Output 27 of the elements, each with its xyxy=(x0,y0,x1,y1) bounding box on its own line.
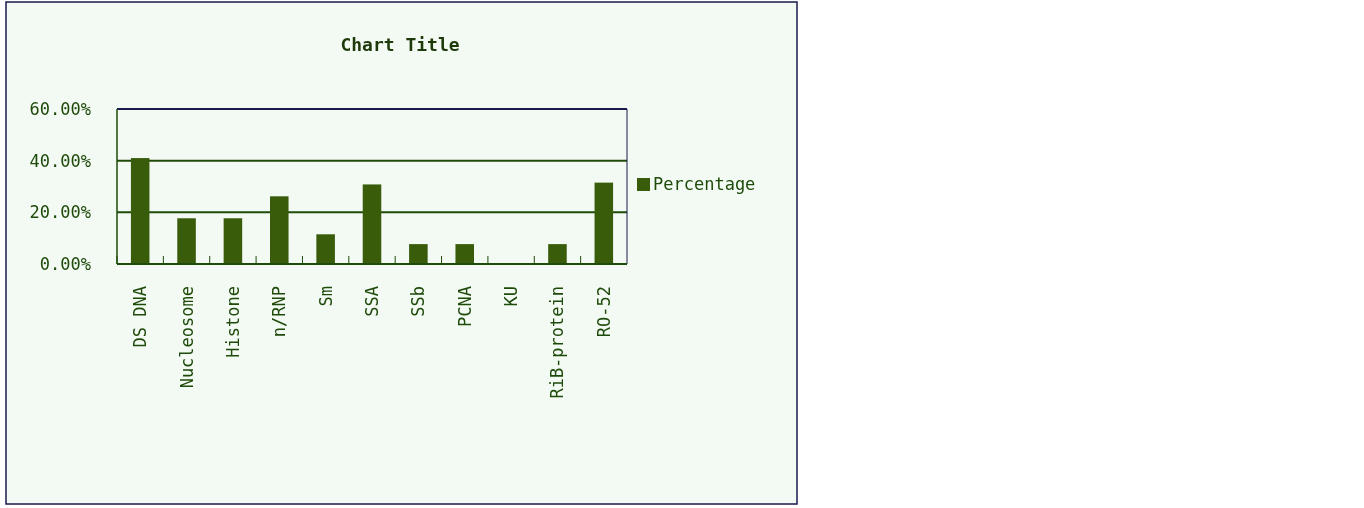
bar xyxy=(223,218,243,264)
x-tick-label: Histone xyxy=(222,286,243,358)
x-tick-label: PCNA xyxy=(454,286,475,327)
y-tick-label: 40.00% xyxy=(29,150,91,171)
legend-label: Percentage xyxy=(653,174,756,194)
x-tick-label: DS DNA xyxy=(130,286,151,348)
x-tick-label: RO-52 xyxy=(593,286,614,338)
bar xyxy=(548,244,567,264)
x-tick-label: Sm xyxy=(315,286,336,307)
y-tick-label: 0.00% xyxy=(39,254,91,274)
bar xyxy=(130,158,150,264)
x-tick-label: Nucleosome xyxy=(176,286,197,389)
bar xyxy=(455,244,474,264)
y-tick-label: 20.00% xyxy=(29,202,91,223)
bar xyxy=(177,218,196,264)
bar xyxy=(316,234,335,264)
bar xyxy=(270,196,289,264)
x-tick-label: KU xyxy=(501,286,522,307)
x-tick-label: RiB-protein xyxy=(547,286,568,399)
x-tick-label: SSA xyxy=(362,286,382,317)
chart-title: Chart Title xyxy=(340,34,460,55)
bar xyxy=(362,184,382,264)
y-tick-label: 60.00% xyxy=(29,99,91,119)
x-tick-label: SSb xyxy=(408,286,429,317)
x-tick-label: n/RNP xyxy=(269,286,290,338)
bar xyxy=(409,244,428,264)
bar xyxy=(594,182,614,264)
